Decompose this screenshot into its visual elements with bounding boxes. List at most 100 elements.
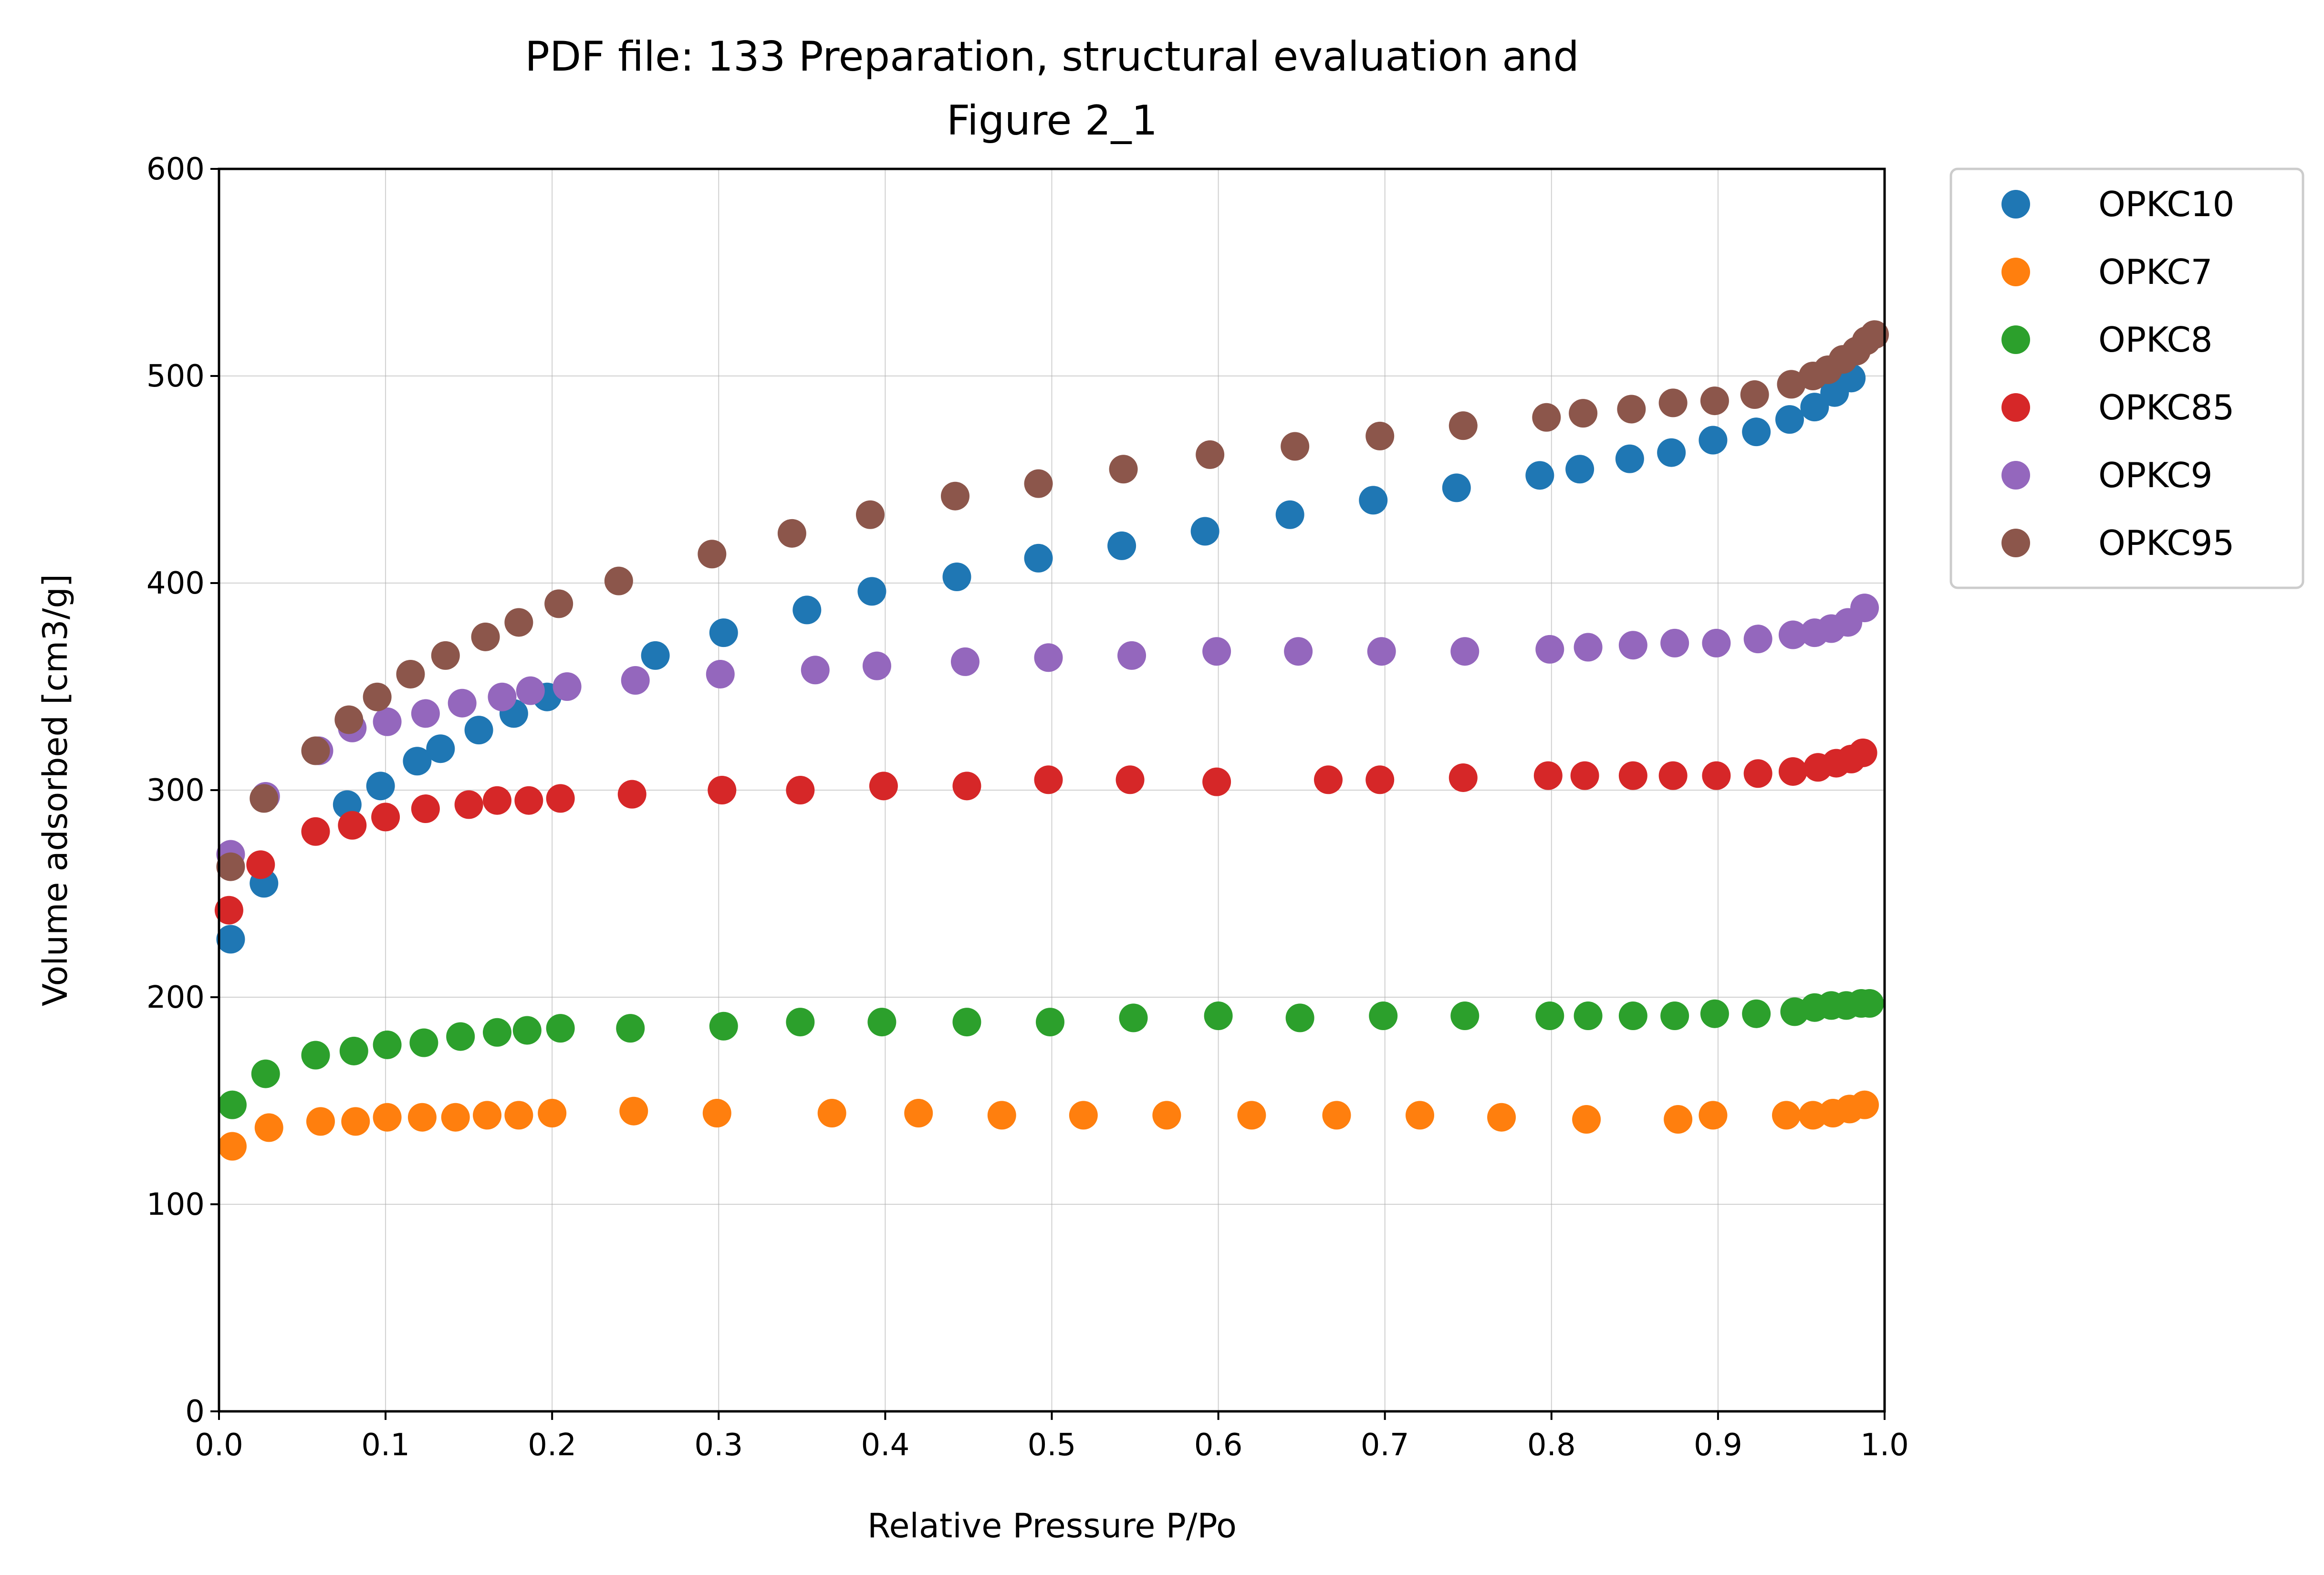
chart-title-line-1: PDF file: 133 Preparation, structural ev… — [525, 33, 1579, 81]
data-point — [706, 659, 735, 688]
data-point — [1532, 403, 1561, 432]
legend-marker — [2001, 190, 2030, 219]
legend-marker — [2001, 258, 2030, 286]
data-point — [1533, 761, 1563, 790]
x-tick-label: 1.0 — [1860, 1428, 1909, 1463]
data-point — [801, 656, 830, 685]
x-tick-label: 0.1 — [361, 1428, 410, 1463]
data-point — [1565, 455, 1594, 484]
data-point — [1115, 765, 1145, 794]
data-point — [777, 519, 806, 548]
data-point — [1743, 625, 1772, 654]
data-point — [709, 1012, 738, 1041]
data-point — [1237, 1101, 1266, 1130]
legend-label: OPKC9 — [2098, 455, 2212, 495]
data-point — [709, 618, 738, 647]
data-point — [1574, 1001, 1603, 1031]
data-point — [1367, 637, 1396, 666]
data-point — [301, 1041, 330, 1070]
chart-title-line-2: Figure 2_1 — [947, 97, 1157, 145]
data-point — [218, 1090, 247, 1119]
data-point — [1700, 386, 1729, 416]
data-point — [431, 641, 460, 670]
data-point — [301, 736, 330, 765]
data-point — [987, 1101, 1016, 1130]
data-point — [1369, 1001, 1398, 1031]
data-point — [1036, 1008, 1065, 1037]
y-axis-label: Volume adsorbed [cm3/g] — [36, 574, 75, 1006]
data-point — [1284, 637, 1313, 666]
data-point — [446, 1022, 475, 1051]
series-opkc7 — [218, 1090, 1879, 1161]
data-point — [942, 562, 971, 591]
data-point — [396, 659, 425, 688]
data-point — [1449, 763, 1478, 792]
data-point — [1525, 461, 1554, 490]
data-point — [1658, 388, 1688, 417]
data-point — [1850, 594, 1879, 623]
data-point — [334, 705, 364, 734]
data-point — [604, 566, 633, 595]
data-point — [702, 1099, 731, 1128]
data-point — [1196, 440, 1225, 469]
data-point — [1109, 455, 1138, 484]
data-point — [1450, 1001, 1480, 1031]
data-point — [1569, 399, 1598, 428]
y-tick-label: 600 — [146, 152, 205, 187]
data-point — [544, 589, 573, 618]
data-point — [1702, 761, 1731, 790]
data-point — [1450, 637, 1480, 666]
data-point — [904, 1099, 933, 1128]
y-axis-ticks: 0 100 200 300 400 500 600 — [146, 152, 219, 1429]
data-point — [218, 1132, 247, 1161]
data-point — [214, 896, 243, 925]
x-tick-label: 0.5 — [1028, 1428, 1076, 1463]
x-axis-label: Relative Pressure P/Po — [867, 1506, 1237, 1545]
legend-label: OPKC85 — [2098, 387, 2234, 428]
data-point — [546, 1014, 575, 1043]
data-point — [1275, 500, 1304, 529]
data-point — [1618, 1001, 1647, 1031]
legend-label: OPKC7 — [2098, 252, 2212, 292]
series-opkc10 — [216, 364, 1866, 954]
data-point — [1535, 1001, 1564, 1031]
y-tick-label: 200 — [146, 980, 205, 1015]
data-point — [1702, 628, 1731, 657]
data-point — [1699, 426, 1728, 455]
data-point — [1658, 761, 1688, 790]
legend-marker — [2001, 325, 2030, 354]
y-tick-label: 100 — [146, 1187, 205, 1222]
data-point — [1617, 395, 1646, 424]
data-point — [619, 1096, 648, 1126]
data-point — [441, 1103, 470, 1132]
data-point — [1359, 486, 1388, 515]
data-point — [617, 780, 646, 809]
data-point — [471, 622, 500, 651]
data-point — [1775, 405, 1804, 434]
legend-marker — [2001, 461, 2030, 490]
data-point — [411, 699, 440, 728]
data-point — [817, 1099, 846, 1128]
data-point — [952, 1008, 981, 1037]
data-point — [1860, 320, 1889, 349]
series-opkc8 — [218, 989, 1884, 1119]
data-point — [1657, 438, 1686, 467]
legend-label: OPKC10 — [2098, 184, 2234, 224]
data-point — [855, 500, 885, 529]
data-point — [1365, 421, 1395, 450]
data-point — [1778, 757, 1807, 786]
data-point — [952, 772, 981, 801]
data-point — [373, 1030, 402, 1059]
data-point — [1152, 1101, 1181, 1130]
data-point — [514, 786, 543, 815]
x-tick-label: 0.4 — [861, 1428, 910, 1463]
series-opkc85 — [214, 738, 1877, 925]
data-point — [1487, 1103, 1516, 1132]
data-point — [621, 666, 650, 695]
data-point — [1660, 628, 1689, 657]
data-point — [1190, 517, 1219, 546]
series-opkc9 — [216, 594, 1879, 869]
data-point — [1615, 444, 1644, 473]
legend-label: OPKC8 — [2098, 320, 2212, 360]
data-point — [407, 1103, 437, 1132]
